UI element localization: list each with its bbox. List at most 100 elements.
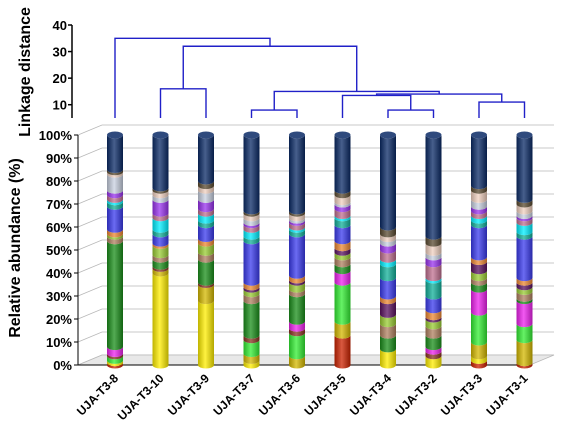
dendrogram-link-1 (387, 109, 435, 118)
bar-segment (289, 293, 305, 325)
bar-segment (380, 263, 396, 282)
bar-segment (471, 342, 487, 360)
dendrogram-links (114, 37, 526, 118)
bar-segment (243, 240, 260, 286)
bar-segment (243, 210, 260, 217)
bar-segment (425, 319, 442, 330)
bar-segment (289, 229, 305, 238)
bar-segment (243, 224, 260, 233)
bar-top-cap (471, 131, 487, 139)
dendrogram-link-2 (478, 101, 526, 118)
bar-segment (107, 206, 123, 233)
dendrogram-y-label: Linkage distance (17, 7, 34, 137)
bar-segment (107, 240, 123, 351)
bar-segment (152, 190, 169, 199)
bar-segment (516, 236, 533, 282)
bar-segment (289, 233, 305, 279)
bar-segment (243, 282, 260, 291)
bar-segment (425, 335, 442, 351)
bar-segment (334, 201, 351, 208)
bar-column-UJA-T3-7 (243, 131, 260, 369)
bar-gridlines (77, 124, 554, 366)
bar-segment (516, 298, 533, 305)
bar-segment (243, 229, 260, 240)
bar-segment (425, 355, 442, 369)
bar-segment (289, 135, 305, 215)
bar-segment (198, 220, 214, 229)
bar-segment (516, 300, 533, 328)
bar-y-tick-label: 30% (46, 289, 72, 304)
bar-segment (471, 277, 487, 286)
dendrogram-link-7 (182, 45, 358, 92)
bar-segment (107, 346, 123, 358)
bar-segment (243, 213, 260, 222)
bar-segment (289, 282, 305, 293)
gridline (77, 239, 554, 251)
bar-y-tick-label: 50% (46, 243, 72, 258)
bar-segment (471, 215, 487, 224)
dendrogram-link-5 (273, 90, 440, 111)
bar-segment (243, 217, 260, 226)
bar-segment (289, 289, 305, 298)
bar-column-UJA-T3-1 (516, 131, 533, 369)
category-label: UJA-T3-2 (392, 371, 439, 418)
bar-segment (334, 208, 351, 219)
bar-segment (107, 236, 123, 245)
bar-segment (289, 220, 305, 226)
bar-column-UJA-T3-10 (152, 131, 169, 369)
bar-segment (471, 224, 487, 261)
bar-top-cap (334, 131, 351, 139)
bar-segment (152, 229, 169, 238)
bar-segment (425, 263, 442, 282)
bar-segment (471, 355, 487, 364)
bar-segment (471, 289, 487, 316)
category-label: UJA-T3-8 (74, 371, 121, 418)
bar-top-cap (425, 131, 442, 139)
bar-segment (152, 268, 169, 277)
bar-segment (152, 194, 169, 203)
bar-segment (198, 190, 214, 203)
bar-segment (107, 362, 123, 369)
bar-segment (289, 355, 305, 369)
bar-category-labels: UJA-T3-8UJA-T3-10UJA-T3-9UJA-T3-7UJA-T3-… (74, 371, 531, 423)
bar-segment (334, 282, 351, 325)
bar-segment (334, 204, 351, 213)
bar-segment (380, 300, 396, 318)
bar-segment (198, 213, 214, 224)
bar-segment (334, 194, 351, 206)
bar-segment (471, 282, 487, 293)
bar-segment (334, 335, 351, 369)
bar-segment (152, 135, 169, 192)
bar-segment (243, 339, 260, 358)
bar-segment (152, 187, 169, 194)
bar-segment (107, 360, 123, 367)
category-label: UJA-T3-10 (115, 371, 167, 423)
bar-segment (516, 277, 533, 286)
dendrogram-tick-label: 30 (53, 45, 67, 60)
bar-segment (425, 316, 442, 323)
bar-segment (152, 259, 169, 270)
bar-segment (425, 296, 442, 314)
bar-segment (380, 250, 396, 263)
bar-segment (471, 256, 487, 265)
bar-segment (243, 135, 260, 215)
bar-column-UJA-T3-5 (334, 131, 351, 369)
bar-segment (471, 206, 487, 215)
bar-segment (516, 217, 533, 226)
category-label: UJA-T3-5 (301, 371, 348, 418)
dendrogram-link-8 (114, 37, 271, 118)
bar-segment (289, 213, 305, 222)
bar-segment (380, 227, 396, 238)
bar-segment (198, 181, 214, 190)
bar-segment (198, 243, 214, 256)
bar-segment (334, 224, 351, 245)
bar-segment (243, 300, 260, 339)
bar-segment (107, 190, 123, 199)
bar-segment (289, 210, 305, 217)
bar-segment (107, 201, 123, 210)
category-label: UJA-T3-1 (483, 371, 530, 418)
bar-segment (471, 135, 487, 190)
bar-segment (289, 328, 305, 337)
bar-segment (243, 335, 260, 344)
bar-y-tick-label: 80% (46, 174, 72, 189)
